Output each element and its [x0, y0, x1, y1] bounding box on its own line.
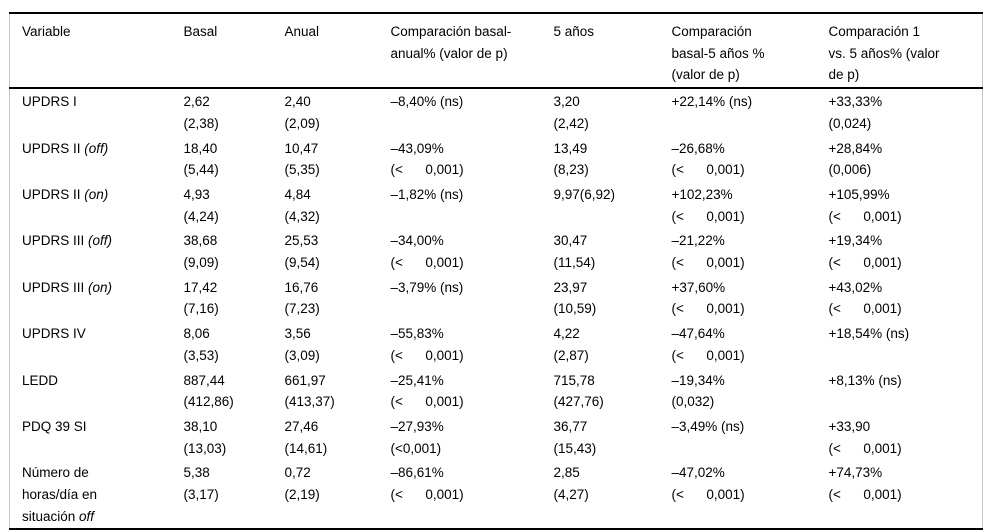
table-row: UPDRS III (off) 38,68 (9,09) 25,53 (9,54) –…: [10, 228, 983, 274]
cell-comp_1_vs_5anos: +105,99% (< 0,001): [828, 186, 902, 224]
cell-comp_1_vs_5anos: +33,33% (0,024): [828, 94, 883, 131]
cell-comp_1_vs_5anos: +19,34% (< 0,001): [828, 233, 902, 271]
cell-basal: 17,42 (7,16): [183, 279, 219, 317]
variable-label-italic: (on): [84, 186, 109, 202]
cell-comp_basal_5anos: +37,60% (< 0,001): [671, 279, 745, 317]
cell-cinco_anos: 13,49 (8,23): [553, 140, 589, 178]
cell-anual: 0,72 (2,19): [284, 465, 320, 503]
cell-basal: 38,10 (13,03): [183, 418, 227, 456]
cell-comp_1_vs_5anos: +18,54% (ns): [828, 326, 910, 342]
variable-cell: UPDRS I: [10, 88, 184, 135]
cell-cinco_anos: 3,20 (2,42): [553, 94, 589, 131]
cell-cinco_anos: 715,78 (427,76): [553, 372, 604, 410]
cell-basal: 18,40 (5,44): [183, 140, 219, 178]
variable-cell: UPDRS III (on): [10, 275, 184, 321]
cell-comp_basal_anual: –55,83% (< 0,001): [390, 326, 464, 363]
cell-comp_basal_anual: –34,00% (< 0,001): [390, 233, 464, 271]
variable-label: Número de horas/día en situación: [22, 465, 98, 524]
cell-comp_basal_5anos: –47,02% (< 0,001): [671, 465, 745, 503]
cell-comp_1_vs_5anos: +74,73% (< 0,001): [828, 465, 902, 503]
header-row: Variable Basal Anual Comparación basal- anu…: [9, 13, 983, 90]
cell-basal: 8,06 (3,53): [183, 326, 219, 363]
cell-comp_basal_anual: –8,40% (ns): [390, 94, 464, 110]
variable-label: UPDRS III: [22, 233, 89, 249]
column-header-anual: Anual: [284, 13, 391, 90]
cell-anual: 3,56 (3,09): [284, 326, 320, 363]
variable-label: PDQ 39 SI: [22, 418, 87, 434]
cell-cinco_anos: 4,22 (2,87): [553, 326, 589, 363]
variable-cell: UPDRS III (off): [10, 228, 184, 274]
cell-anual: 16,76 (7,23): [284, 279, 320, 317]
cell-comp_basal_anual: –27,93% (<0,001): [390, 418, 444, 456]
table-row: UPDRS II (on) 4,93 (4,24) 4,84 (4,32) –1,82…: [10, 182, 983, 228]
cell-comp_basal_anual: –25,41% (< 0,001): [390, 372, 464, 410]
variable-label-italic: off: [79, 508, 95, 524]
column-header-comp_basal_anual: Comparación basal- anual% (valor de p): [390, 13, 554, 90]
cell-anual: 27,46 (14,61): [284, 418, 328, 456]
cell-comp_basal_anual: –1,82% (ns): [390, 186, 464, 202]
table-header: Variable Basal Anual Comparación basal- anu…: [9, 13, 983, 90]
variable-cell: UPDRS IV: [10, 321, 184, 367]
variable-label: UPDRS I: [22, 94, 77, 110]
cell-comp_basal_5anos: –3,49% (ns): [671, 418, 745, 434]
table-row: UPDRS IV 8,06 (3,53) 3,56 (3,09) –55,83% (<…: [10, 321, 983, 367]
variable-label-italic: (on): [88, 279, 113, 295]
variable-label: UPDRS III: [22, 279, 89, 295]
cell-comp_basal_5anos: –19,34% (0,032): [671, 372, 725, 410]
cell-comp_basal_5anos: –47,64% (< 0,001): [671, 326, 745, 363]
column-header-comp_basal_5anos: Comparación basal-5 años % (valor de p): [671, 13, 829, 90]
cell-cinco_anos: 36,77 (15,43): [553, 418, 597, 456]
cell-cinco_anos: 9,97(6,92): [553, 186, 616, 202]
table-row: PDQ 39 SI 38,10 (13,03) 27,46 (14,61) –27,9…: [10, 414, 983, 460]
column-header-variable: Variable: [9, 13, 184, 90]
variable-cell: UPDRS II (on): [10, 182, 184, 228]
cell-comp_basal_5anos: –21,22% (< 0,001): [671, 233, 745, 271]
cell-comp_1_vs_5anos: +8,13% (ns): [828, 372, 902, 388]
variable-cell: LEDD: [10, 368, 184, 414]
cell-comp_1_vs_5anos: +28,84% (0,006): [828, 140, 883, 178]
table-row: UPDRS II (off) 18,40 (5,44) 10,47 (5,35) –4…: [10, 136, 983, 182]
cell-cinco_anos: 23,97 (10,59): [553, 279, 597, 317]
cell-comp_basal_anual: –3,79% (ns): [390, 279, 464, 295]
cell-anual: 10,47 (5,35): [284, 140, 320, 178]
variable-label: LEDD: [22, 372, 59, 388]
table-row: UPDRS I 2,62 (2,38) 2,40 (2,09) –8,40% (ns)…: [10, 88, 983, 135]
variable-label: UPDRS II: [22, 140, 85, 156]
cell-anual: 4,84 (4,32): [284, 186, 320, 224]
variable-cell: Número de horas/día en situación off: [10, 460, 184, 529]
cell-anual: 2,40 (2,09): [284, 94, 320, 131]
cell-anual: 25,53 (9,54): [284, 233, 320, 271]
column-header-cinco_anos: 5 años: [553, 13, 672, 90]
variable-cell: PDQ 39 SI: [10, 414, 184, 460]
cell-anual: 661,97 (413,37): [284, 372, 335, 410]
cell-basal: 38,68 (9,09): [183, 233, 219, 271]
cell-cinco_anos: 2,85 (4,27): [553, 465, 589, 503]
cell-comp_basal_5anos: +22,14% (ns): [671, 94, 753, 110]
variable-label: UPDRS II: [22, 186, 85, 202]
cell-comp_basal_5anos: +102,23% (< 0,001): [671, 186, 745, 224]
cell-basal: 2,62 (2,38): [183, 94, 219, 131]
cell-comp_1_vs_5anos: +43,02% (< 0,001): [828, 279, 902, 317]
variable-cell: UPDRS II (off): [10, 136, 184, 182]
variable-label-italic: (off): [88, 233, 113, 249]
table-row: LEDD 887,44 (412,86) 661,97 (413,37) –25,41…: [10, 368, 983, 414]
cell-comp_1_vs_5anos: +33,90 (< 0,001): [828, 418, 902, 456]
results-table-container: Variable Basal Anual Comparación basal- anu…: [9, 12, 983, 530]
cell-comp_basal_5anos: –26,68% (< 0,001): [671, 140, 745, 178]
cell-basal: 5,38 (3,17): [183, 465, 219, 503]
table-row: Número de horas/día en situación off 5,38…: [10, 460, 983, 529]
cell-comp_basal_anual: –43,09% (< 0,001): [390, 140, 464, 178]
table-row: UPDRS III (on) 17,42 (7,16) 16,76 (7,23) –3…: [10, 275, 983, 321]
column-header-basal: Basal: [183, 13, 285, 90]
cell-comp_basal_anual: –86,61% (< 0,001): [390, 465, 464, 503]
variable-label: UPDRS IV: [22, 326, 86, 342]
cell-basal: 887,44 (412,86): [183, 372, 234, 410]
table-body: UPDRS I 2,62 (2,38) 2,40 (2,09) –8,40% (ns)…: [10, 88, 983, 529]
cell-basal: 4,93 (4,24): [183, 186, 219, 224]
results-table: Variable Basal Anual Comparación basal- anu…: [9, 12, 983, 530]
cell-cinco_anos: 30,47 (11,54): [553, 233, 596, 271]
variable-label-italic: (off): [84, 140, 109, 156]
column-header-comp_1_vs_5anos: Comparación 1 vs. 5 años% (valor de p): [828, 13, 983, 90]
